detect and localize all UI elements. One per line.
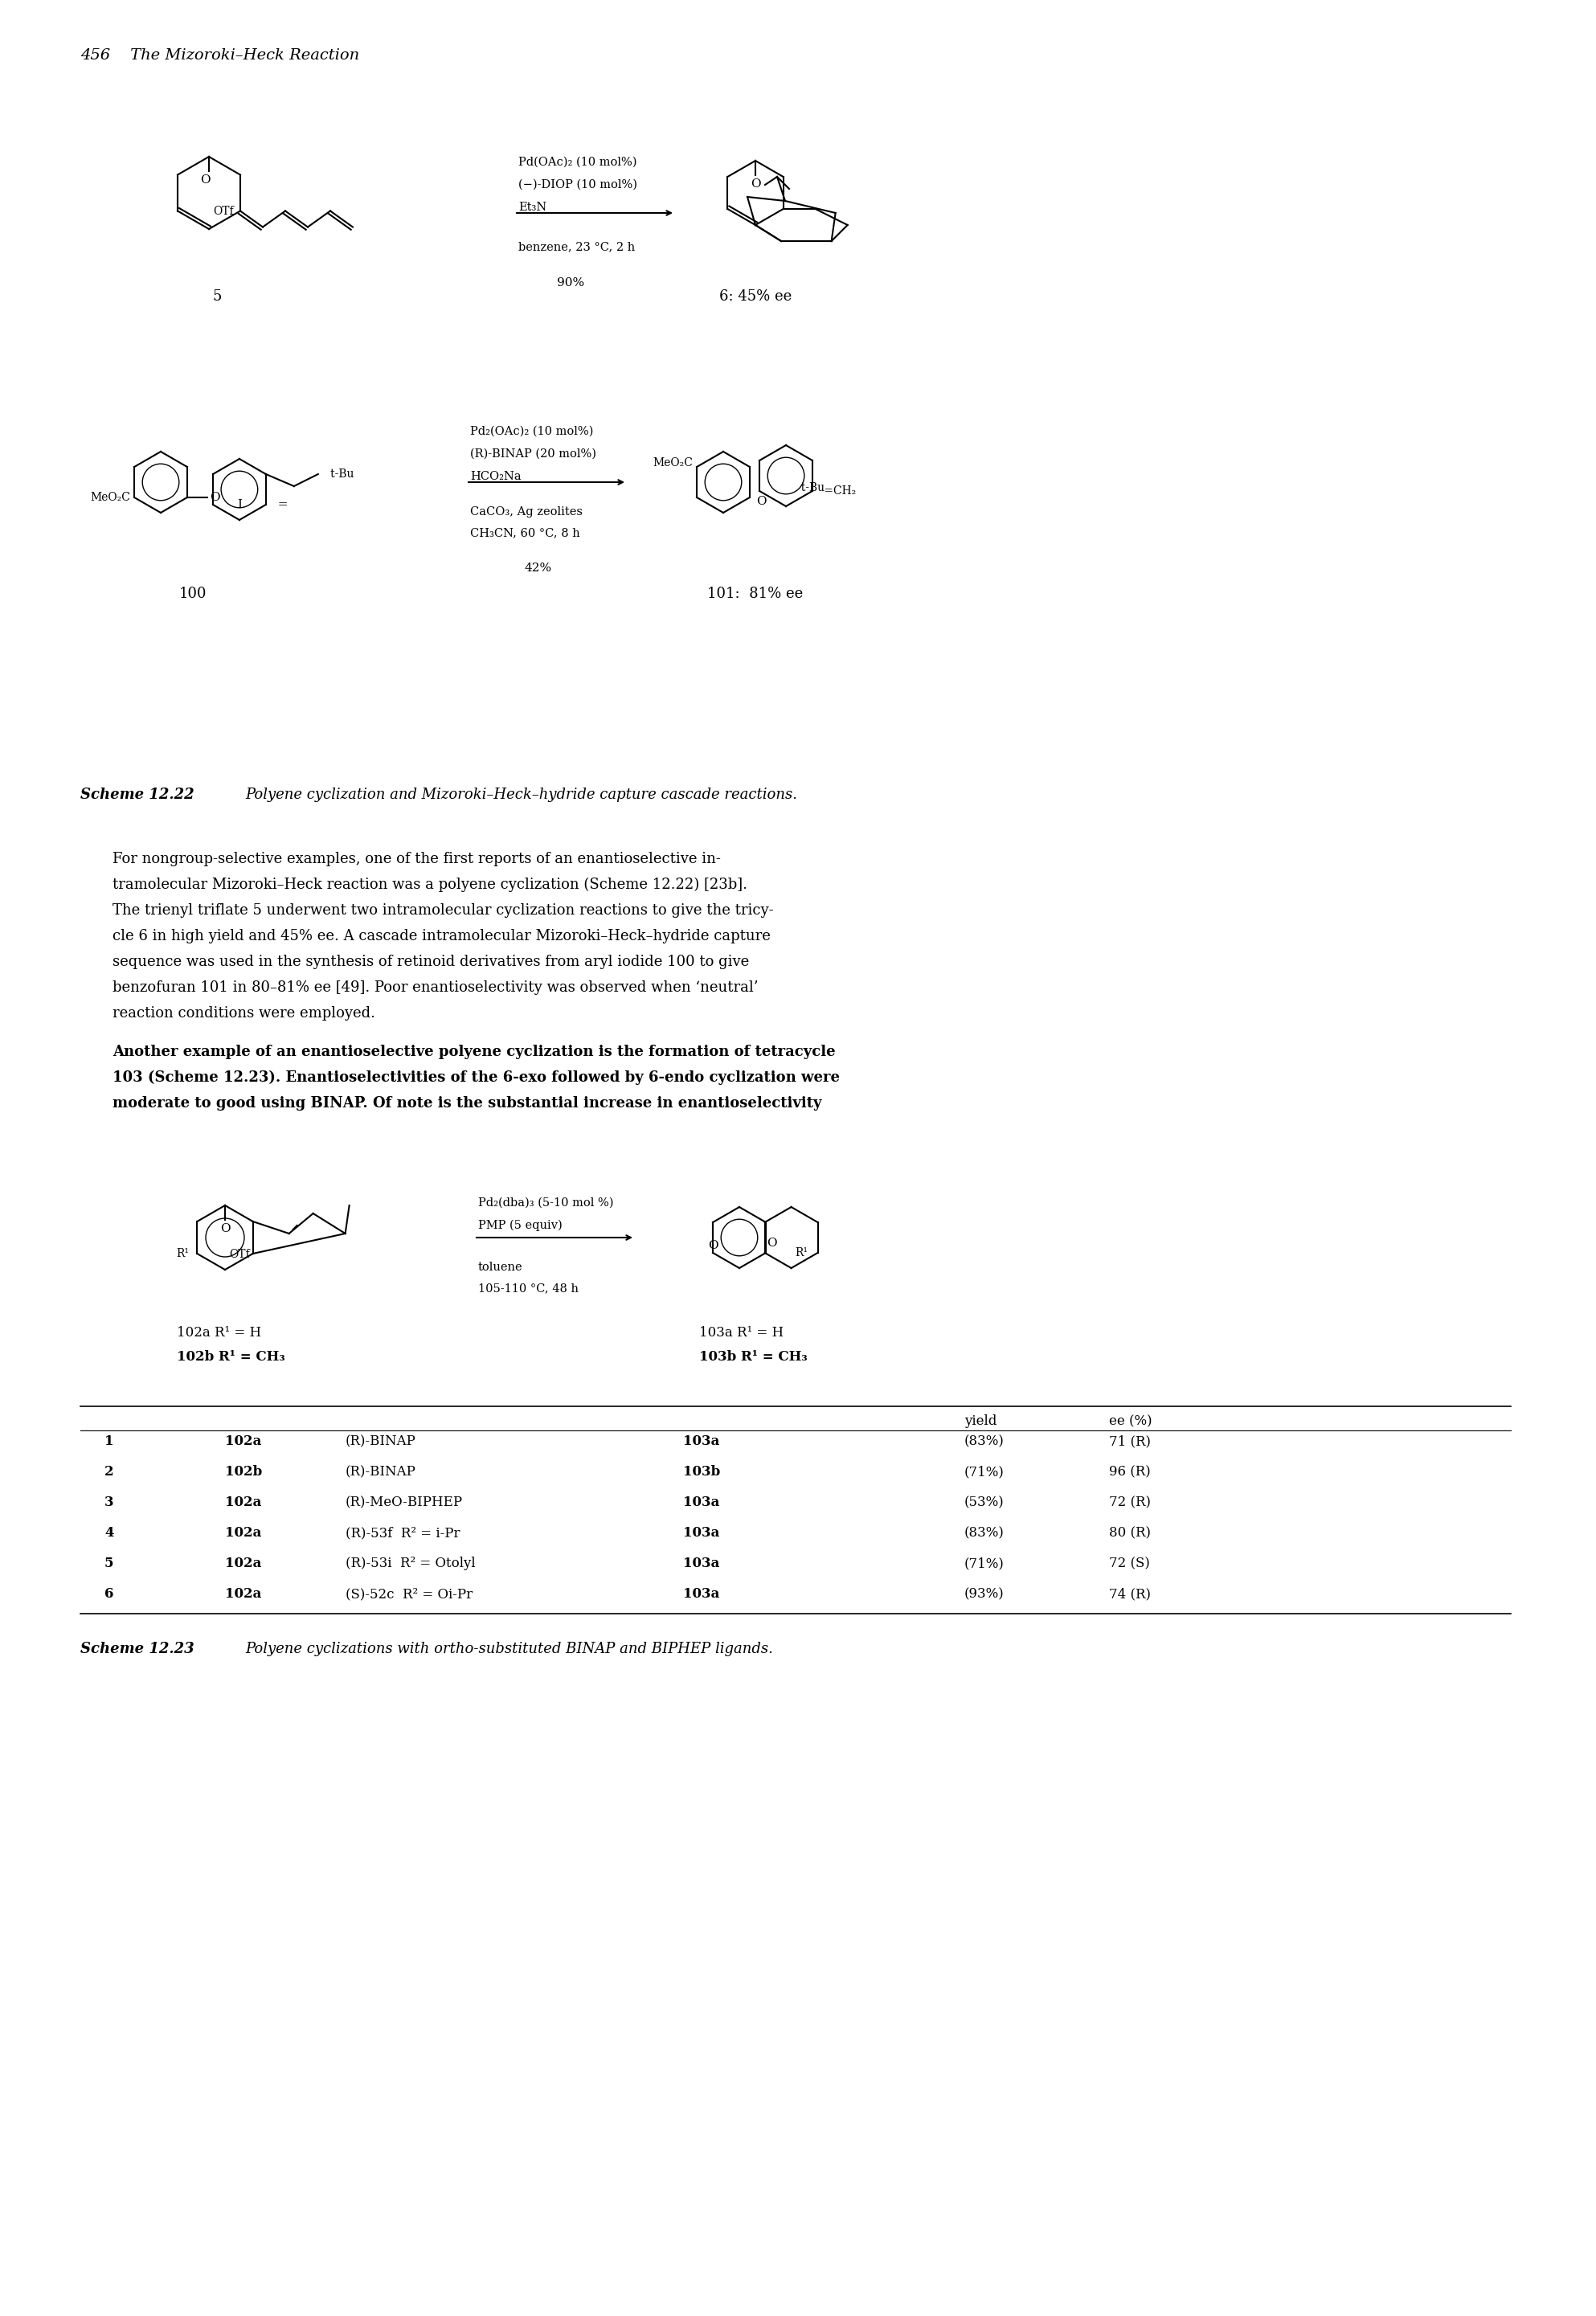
Text: Scheme 12.22: Scheme 12.22 [80,787,195,801]
Text: (R)-BINAP: (R)-BINAP [346,1466,417,1478]
Text: CaCO₃, Ag zeolites: CaCO₃, Ag zeolites [471,507,583,516]
Text: For nongroup-selective examples, one of the first reports of an enantioselective: For nongroup-selective examples, one of … [112,852,721,866]
Text: sequence was used in the synthesis of retinoid derivatives from aryl iodide 100 : sequence was used in the synthesis of re… [112,954,749,968]
Text: 103 (Scheme 12.23). Enantioselectivities of the 6-exo followed by 6-endo cycliza: 103 (Scheme 12.23). Enantioselectivities… [112,1070,839,1086]
Text: 5: 5 [104,1556,113,1570]
Text: CH₃CN, 60 °C, 8 h: CH₃CN, 60 °C, 8 h [471,528,579,537]
Text: 74 (R): 74 (R) [1109,1586,1151,1600]
Text: (71%): (71%) [964,1466,1004,1478]
Text: tramolecular Mizoroki–Heck reaction was a polyene cyclization (Scheme 12.22) [23: tramolecular Mizoroki–Heck reaction was … [112,878,747,892]
Text: OTf: OTf [230,1248,249,1260]
Text: reaction conditions were employed.: reaction conditions were employed. [112,1005,375,1021]
Text: 102a: 102a [225,1586,262,1600]
Text: (R)-53f  R² = i-Pr: (R)-53f R² = i-Pr [346,1526,460,1540]
Text: O: O [707,1239,718,1251]
Text: (R)-MeO-BIPHEP: (R)-MeO-BIPHEP [346,1496,463,1510]
Text: =CH₂: =CH₂ [820,486,855,496]
Text: Polyene cyclization and Mizoroki–Heck–hydride capture cascade reactions.: Polyene cyclization and Mizoroki–Heck–hy… [246,787,796,801]
Text: Another example of an enantioselective polyene cyclization is the formation of t: Another example of an enantioselective p… [112,1045,835,1058]
Text: 100: 100 [179,586,207,602]
Text: Pd(OAc)₂ (10 mol%): Pd(OAc)₂ (10 mol%) [519,157,637,169]
Text: Pd₂(OAc)₂ (10 mol%): Pd₂(OAc)₂ (10 mol%) [471,426,594,438]
Text: (53%): (53%) [964,1496,1004,1510]
Text: R¹: R¹ [795,1248,808,1258]
Text: (R)-BINAP (20 mol%): (R)-BINAP (20 mol%) [471,449,597,459]
Text: 3: 3 [104,1496,113,1510]
Text: 102a R¹ = H: 102a R¹ = H [177,1327,262,1339]
Text: Et₃N: Et₃N [519,201,547,213]
Text: 101:  81% ee: 101: 81% ee [707,586,803,602]
Text: 103a: 103a [683,1434,720,1448]
Text: 72 (R): 72 (R) [1109,1496,1151,1510]
Text: 456    The Mizoroki–Heck Reaction: 456 The Mizoroki–Heck Reaction [80,49,359,63]
Text: PMP (5 equiv): PMP (5 equiv) [479,1221,562,1232]
Text: 102b: 102b [225,1466,262,1478]
Text: 72 (S): 72 (S) [1109,1556,1149,1570]
Text: O: O [750,178,760,190]
Text: (−)-DIOP (10 mol%): (−)-DIOP (10 mol%) [519,178,637,190]
Text: cle 6 in high yield and 45% ee. A cascade intramolecular Mizoroki–Heck–hydride c: cle 6 in high yield and 45% ee. A cascad… [112,929,771,943]
Text: O: O [220,1223,230,1234]
Text: The trienyl triflate 5 underwent two intramolecular cyclization reactions to giv: The trienyl triflate 5 underwent two int… [112,903,774,917]
Text: O: O [757,496,766,507]
Text: Polyene cyclizations with ortho-substituted BINAP and BIPHEP ligands.: Polyene cyclizations with ortho-substitu… [246,1642,772,1656]
Text: 6: 45% ee: 6: 45% ee [720,290,792,303]
Text: toluene: toluene [479,1262,523,1274]
Text: 80 (R): 80 (R) [1109,1526,1151,1540]
Text: 103a: 103a [683,1526,720,1540]
Text: 102a: 102a [225,1526,262,1540]
Text: 96 (R): 96 (R) [1109,1466,1151,1478]
Text: R¹: R¹ [177,1248,190,1260]
Text: 4: 4 [104,1526,113,1540]
Text: (S)-52c  R² = Oi-Pr: (S)-52c R² = Oi-Pr [346,1586,472,1600]
Text: yield: yield [964,1415,998,1429]
Text: 103a R¹ = H: 103a R¹ = H [699,1327,784,1339]
Text: (R)-53i  R² = Otolyl: (R)-53i R² = Otolyl [346,1556,476,1570]
Text: Scheme 12.23: Scheme 12.23 [80,1642,195,1656]
Text: moderate to good using BINAP. Of note is the substantial increase in enantiosele: moderate to good using BINAP. Of note is… [112,1095,822,1112]
Text: 102a: 102a [225,1496,262,1510]
Text: I: I [236,498,243,510]
Text: 102a: 102a [225,1434,262,1448]
Text: 103a: 103a [683,1586,720,1600]
Text: ee (%): ee (%) [1109,1415,1152,1429]
Text: =: = [270,498,287,510]
Text: benzofuran 101 in 80–81% ee [49]. Poor enantioselectivity was observed when ‘neu: benzofuran 101 in 80–81% ee [49]. Poor e… [112,980,758,996]
Text: (93%): (93%) [964,1586,1004,1600]
Text: 103b R¹ = CH₃: 103b R¹ = CH₃ [699,1350,808,1364]
Text: 103a: 103a [683,1496,720,1510]
Text: HCO₂Na: HCO₂Na [471,470,522,482]
Text: O: O [200,174,211,185]
Text: 90%: 90% [557,278,584,290]
Text: 71 (R): 71 (R) [1109,1434,1151,1448]
Text: 2: 2 [104,1466,113,1478]
Text: OTf: OTf [212,206,233,218]
Text: 102b R¹ = CH₃: 102b R¹ = CH₃ [177,1350,286,1364]
Text: MeO₂C: MeO₂C [91,491,131,503]
Text: O: O [768,1237,777,1248]
Text: (83%): (83%) [964,1434,1004,1448]
Text: 1: 1 [104,1434,113,1448]
Text: O: O [209,491,220,503]
Text: 105-110 °C, 48 h: 105-110 °C, 48 h [479,1283,579,1295]
Text: 6: 6 [104,1586,113,1600]
Text: 103b: 103b [683,1466,720,1478]
Text: (R)-BINAP: (R)-BINAP [346,1434,417,1448]
Text: (83%): (83%) [964,1526,1004,1540]
Text: benzene, 23 °C, 2 h: benzene, 23 °C, 2 h [519,241,635,252]
Text: Pd₂(dba)₃ (5-10 mol %): Pd₂(dba)₃ (5-10 mol %) [479,1197,613,1209]
Text: MeO₂C: MeO₂C [653,456,693,468]
Text: 103a: 103a [683,1556,720,1570]
Text: 5: 5 [212,290,222,303]
Text: 102a: 102a [225,1556,262,1570]
Text: t-Bu: t-Bu [793,482,825,493]
Text: t-Bu: t-Bu [319,468,354,479]
Text: (71%): (71%) [964,1556,1004,1570]
Text: 42%: 42% [525,563,552,574]
